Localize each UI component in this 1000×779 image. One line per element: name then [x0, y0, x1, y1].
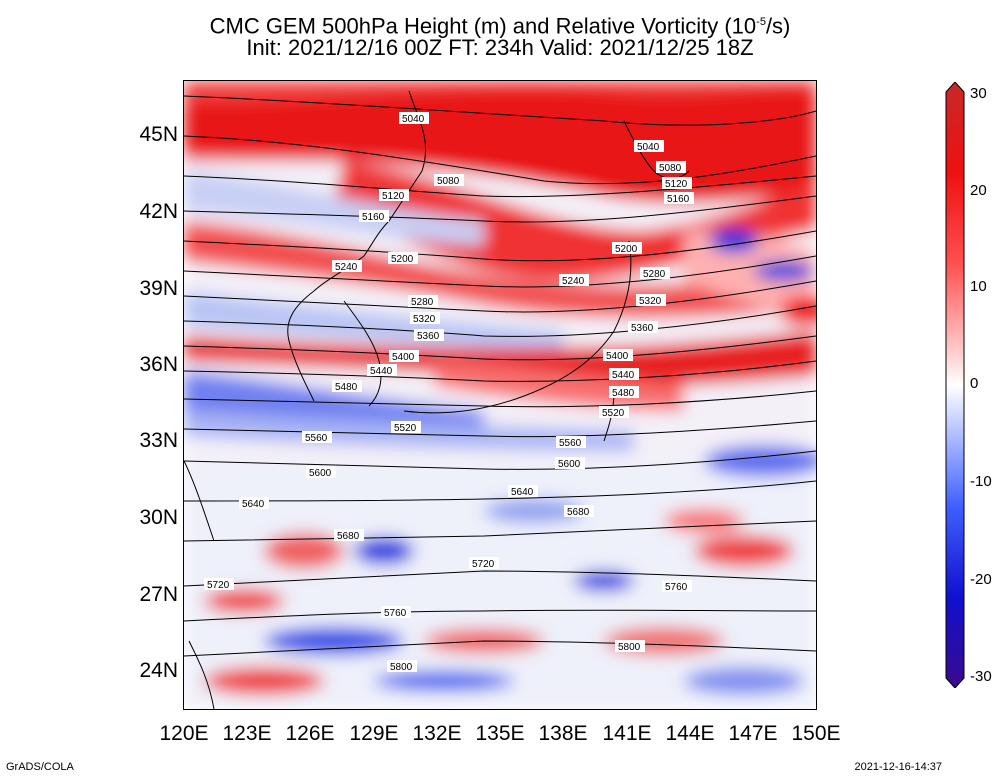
contour-label: 5520: [602, 408, 625, 419]
colorbar-label: 10: [970, 278, 987, 295]
contour-label: 5320: [413, 314, 436, 325]
contour-label: 5640: [511, 487, 534, 498]
contour-label: 5400: [392, 352, 415, 363]
lat-label: 45N: [139, 123, 178, 146]
lon-label: 138E: [538, 722, 588, 745]
colorbar-ramp: [945, 82, 965, 688]
colorbar-label: -30: [970, 668, 992, 685]
map-title-line2: Init: 2021/12/16 00Z FT: 234h Valid: 202…: [246, 35, 754, 60]
contour-label: 5440: [612, 370, 635, 381]
lon-label: 123E: [222, 722, 272, 745]
contour-label: 5240: [562, 276, 585, 287]
map-title-line1: CMC GEM 500hPa Height (m) and Relative V…: [209, 13, 791, 39]
contour-label: 5160: [362, 212, 385, 223]
vorticity-map: 5040 5040 5080 5080 5120 5120 5160 5160 …: [183, 80, 817, 710]
contour-label: 5080: [437, 176, 460, 187]
colorbar-label: -10: [970, 473, 992, 490]
contour-label: 5720: [207, 580, 230, 591]
contour-label: 5640: [242, 499, 265, 510]
lat-label: 39N: [139, 277, 178, 300]
contour-label: 5680: [567, 507, 590, 518]
colorbar-label: 20: [970, 182, 987, 199]
colorbar-label: 30: [970, 85, 987, 102]
contour-label: 5600: [309, 468, 332, 479]
lon-label: 132E: [412, 722, 462, 745]
contour-label: 5560: [559, 438, 582, 449]
contour-label: 5360: [417, 331, 440, 342]
contour-label: 5040: [637, 142, 660, 153]
lat-label: 24N: [139, 659, 178, 682]
contour-label: 5120: [665, 179, 688, 190]
contour-label: 5440: [370, 366, 393, 377]
contour-label: 5800: [390, 662, 413, 673]
colorbar: [945, 82, 965, 688]
lon-label: 129E: [349, 722, 399, 745]
contour-label: 5760: [665, 582, 688, 593]
lat-label: 42N: [139, 200, 178, 223]
lon-label: 150E: [791, 722, 841, 745]
lat-label: 33N: [139, 429, 178, 452]
lat-label: 27N: [139, 583, 178, 606]
lon-label: 141E: [602, 722, 652, 745]
map-canvas: 5040 5040 5080 5080 5120 5120 5160 5160 …: [184, 81, 816, 709]
contour-label: 5480: [612, 388, 635, 399]
contour-label: 5400: [606, 351, 629, 362]
lon-label: 120E: [159, 722, 209, 745]
footer-timestamp: 2021-12-16-14:37: [854, 761, 942, 773]
lon-label: 147E: [728, 722, 778, 745]
contour-label: 5200: [615, 244, 638, 255]
contour-labels: 5040 5040 5080 5080 5120 5120 5160 5160 …: [204, 112, 694, 673]
contour-label: 5600: [558, 459, 581, 470]
contour-label: 5280: [643, 269, 666, 280]
contour-label: 5480: [335, 382, 358, 393]
lon-label: 126E: [285, 722, 335, 745]
height-contours: [184, 95, 816, 657]
colorbar-label: 0: [970, 375, 979, 392]
contour-label: 5320: [639, 296, 662, 307]
contour-label: 5240: [335, 262, 358, 273]
vorticity-field: [184, 81, 816, 709]
contour-label: 5160: [667, 194, 690, 205]
lat-label: 36N: [139, 353, 178, 376]
contour-label: 5720: [472, 559, 495, 570]
contour-label: 5360: [631, 323, 654, 334]
contour-label: 5760: [384, 608, 407, 619]
contour-label: 5800: [618, 642, 641, 653]
contour-label: 5280: [411, 297, 434, 308]
contour-label: 5040: [402, 114, 425, 125]
footer-credit: GrADS/COLA: [6, 761, 74, 773]
contour-label: 5200: [391, 254, 414, 265]
lon-label: 135E: [475, 722, 525, 745]
lon-label: 144E: [665, 722, 715, 745]
contour-label: 5520: [394, 423, 417, 434]
contour-label: 5680: [337, 531, 360, 542]
contour-label: 5560: [305, 433, 328, 444]
contour-label: 5120: [382, 191, 405, 202]
colorbar-label: -20: [970, 571, 992, 588]
contour-label: 5080: [659, 163, 682, 174]
lat-label: 30N: [139, 506, 178, 529]
